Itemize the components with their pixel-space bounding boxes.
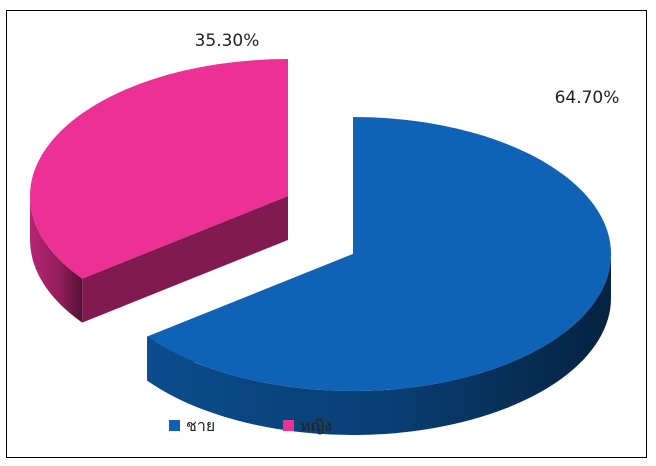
pie-chart: 64.70% 35.30% ชาย หญิง: [29, 31, 620, 435]
legend-label-1: หญิง: [300, 416, 332, 435]
legend-item-1: หญิง: [283, 416, 332, 435]
data-label-0: 64.70%: [555, 88, 620, 108]
slice-cut-wall-1-0: [82, 196, 288, 323]
legend-label-0: ชาย: [186, 416, 215, 435]
pie-slice-0[interactable]: [147, 117, 611, 392]
slice-outer-wall-1-0: [30, 196, 83, 323]
data-label-1: 35.30%: [195, 31, 260, 51]
legend-swatch-1: [283, 420, 294, 431]
slice-outer-wall-0-0: [147, 254, 611, 435]
legend-swatch-0: [169, 420, 180, 431]
chart-frame: 64.70% 35.30% ชาย หญิง: [6, 10, 647, 458]
legend-item-0: ชาย: [169, 416, 215, 435]
pie-slice-1[interactable]: [29, 59, 289, 279]
